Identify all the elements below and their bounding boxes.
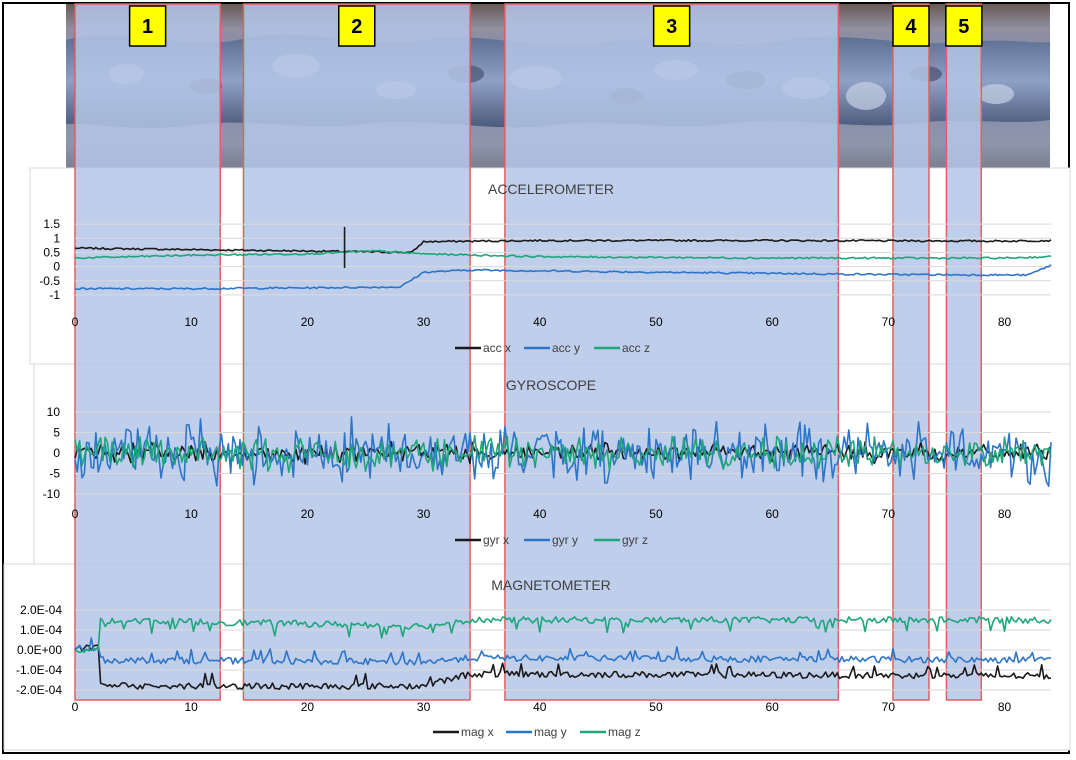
x-tick-label: 70 bbox=[882, 315, 896, 329]
chart-title: MAGNETOMETER bbox=[491, 577, 611, 593]
x-tick-label: 60 bbox=[765, 507, 779, 521]
y-tick-label: -5 bbox=[49, 467, 60, 481]
y-tick-label: 10 bbox=[47, 405, 61, 419]
x-tick-label: 30 bbox=[417, 315, 431, 329]
zone-overlays bbox=[74, 3, 983, 701]
zone-4-label: 4 bbox=[905, 16, 917, 38]
y-tick-label: 0.5 bbox=[43, 245, 60, 259]
series-line-mag-x bbox=[74, 644, 1052, 691]
y-tick-label: 1 bbox=[53, 231, 60, 245]
x-tick-label: 50 bbox=[649, 700, 663, 714]
series-line-acc-z bbox=[74, 249, 1052, 260]
x-tick-label: 40 bbox=[533, 700, 547, 714]
y-tick-label: 0 bbox=[53, 446, 60, 460]
x-tick-label: 30 bbox=[417, 700, 431, 714]
chart-title: ACCELEROMETER bbox=[488, 181, 614, 197]
x-tick-label: 20 bbox=[301, 315, 315, 329]
x-tick-label: 80 bbox=[998, 700, 1012, 714]
x-tick-label: 80 bbox=[998, 507, 1012, 521]
x-tick-label: 10 bbox=[185, 315, 199, 329]
series-line-mag-y bbox=[74, 637, 1051, 666]
zone-1-label: 1 bbox=[142, 16, 153, 38]
x-tick-label: 10 bbox=[185, 700, 199, 714]
x-tick-label: 70 bbox=[882, 700, 896, 714]
y-tick-label: -1.0E-04 bbox=[16, 663, 62, 677]
legend-label: mag y bbox=[534, 725, 567, 739]
x-tick-label: 0 bbox=[72, 315, 79, 329]
series-line-acc-y bbox=[74, 264, 1052, 291]
x-tick-label: 20 bbox=[301, 700, 315, 714]
legend-label: gyr x bbox=[483, 533, 509, 547]
x-tick-label: 40 bbox=[533, 507, 547, 521]
zone-2-overlay bbox=[242, 3, 471, 701]
legend-label: mag x bbox=[461, 725, 494, 739]
chart-title: GYROSCOPE bbox=[506, 377, 596, 393]
x-tick-label: 30 bbox=[417, 507, 431, 521]
x-tick-label: 70 bbox=[882, 507, 896, 521]
zone-5-badge bbox=[945, 5, 983, 47]
zone-2-label: 2 bbox=[351, 16, 362, 38]
y-tick-label: 2.0E-04 bbox=[20, 603, 62, 617]
series-line-mag-z bbox=[74, 615, 1052, 654]
zone-4-overlay bbox=[892, 3, 930, 701]
legend-label: acc x bbox=[483, 341, 511, 355]
zone-5-label: 5 bbox=[958, 16, 969, 38]
y-tick-label: 5 bbox=[53, 426, 60, 440]
y-tick-label: 1.5 bbox=[43, 217, 60, 231]
magnetometer-chart: MAGNETOMETER 2.0E-04 1.0E-04 0.0E+00 -1.0E-… bbox=[16, 577, 1052, 739]
series-line-gyr-y bbox=[74, 416, 1052, 488]
legend-label: gyr y bbox=[552, 533, 578, 547]
zone-labels: 1 2 3 4 5 bbox=[128, 5, 983, 47]
zone-5-overlay bbox=[945, 3, 983, 701]
x-tick-label: 50 bbox=[649, 507, 663, 521]
zone-1-badge bbox=[128, 5, 167, 47]
x-tick-label: 50 bbox=[649, 315, 663, 329]
x-tick-label: 60 bbox=[765, 700, 779, 714]
zone-4-badge bbox=[892, 5, 930, 47]
series-line-acc-x bbox=[74, 238, 1052, 254]
zone-1-overlay bbox=[74, 3, 221, 701]
zone-3-label: 3 bbox=[666, 16, 677, 38]
y-tick-label: 1.0E-04 bbox=[20, 623, 62, 637]
y-tick-label: -0.5 bbox=[39, 274, 60, 288]
x-tick-label: 60 bbox=[765, 315, 779, 329]
zone-3-badge bbox=[652, 5, 691, 47]
legend-label: mag z bbox=[608, 725, 641, 739]
y-tick-label: -10 bbox=[43, 487, 61, 501]
x-tick-label: 0 bbox=[72, 700, 79, 714]
accelerometer-chart: ACCELEROMETER 1.510.50-0.5-10 10 20 30 40 50 6… bbox=[39, 181, 1052, 355]
y-tick-label: -2.0E-04 bbox=[16, 683, 62, 697]
x-tick-label: 20 bbox=[301, 507, 315, 521]
y-tick-label: 0.0E+00 bbox=[17, 643, 62, 657]
x-tick-label: 40 bbox=[533, 315, 547, 329]
x-tick-label: 0 bbox=[72, 507, 79, 521]
x-tick-label: 10 bbox=[185, 507, 199, 521]
legend-label: acc y bbox=[552, 341, 580, 355]
legend-label: acc z bbox=[622, 341, 650, 355]
x-tick-label: 80 bbox=[998, 315, 1012, 329]
y-tick-label: 0 bbox=[53, 260, 60, 274]
y-tick-label: -1 bbox=[49, 288, 60, 302]
zone-2-badge bbox=[338, 5, 376, 47]
zone-3-overlay bbox=[504, 3, 840, 701]
series-line-gyr-z bbox=[74, 434, 1052, 474]
legend-label: gyr z bbox=[622, 533, 648, 547]
